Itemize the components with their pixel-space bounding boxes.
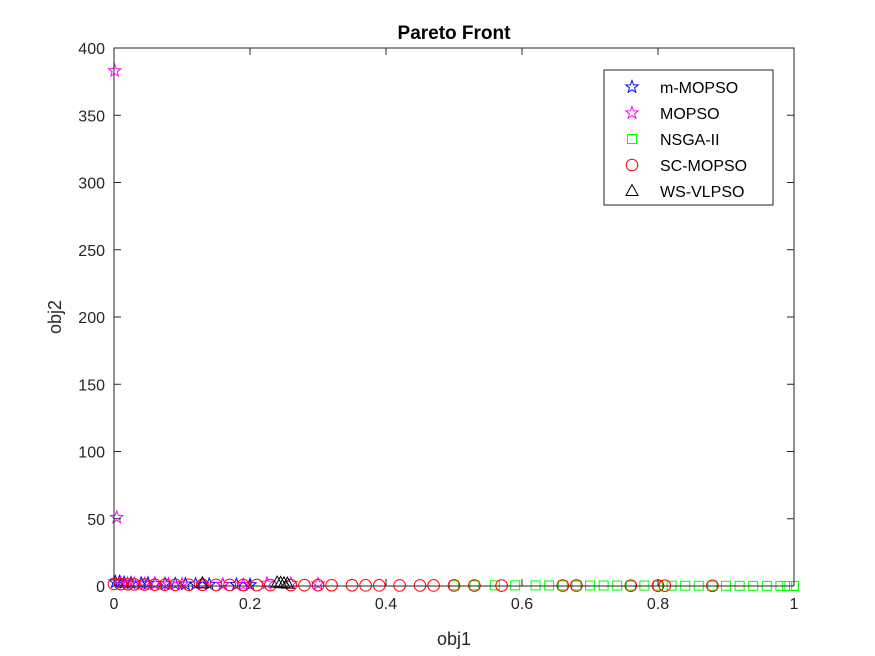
legend-label: WS-VLPSO bbox=[660, 184, 744, 201]
data-point bbox=[168, 578, 182, 592]
y-tick-label: 400 bbox=[78, 41, 105, 58]
x-tick-label: 0.8 bbox=[647, 596, 669, 613]
data-point bbox=[530, 580, 541, 591]
data-point bbox=[235, 576, 251, 592]
x-tick-label: 0.2 bbox=[239, 596, 261, 613]
chart-title: Pareto Front bbox=[398, 23, 512, 44]
legend-entry: MOPSO bbox=[624, 105, 720, 123]
legend-entry: SC-MOPSO bbox=[625, 158, 747, 175]
y-tick-label: 200 bbox=[78, 310, 105, 327]
y-tick-label: 0 bbox=[96, 579, 105, 596]
data-point bbox=[194, 576, 210, 591]
x-tick-label: 0.4 bbox=[375, 596, 397, 613]
data-point bbox=[148, 578, 162, 591]
data-point bbox=[510, 580, 521, 591]
y-tick-label: 100 bbox=[78, 445, 105, 462]
data-point bbox=[223, 578, 236, 592]
legend-marker bbox=[625, 183, 639, 196]
data-point bbox=[250, 578, 264, 592]
data-point bbox=[174, 576, 190, 591]
data-point bbox=[160, 576, 176, 591]
y-tick-label: 150 bbox=[78, 377, 105, 394]
data-point bbox=[571, 580, 582, 591]
legend-label: SC-MOPSO bbox=[660, 158, 747, 175]
data-point bbox=[158, 578, 172, 591]
legend-marker bbox=[624, 105, 640, 120]
legend-label: m-MOPSO bbox=[660, 80, 738, 97]
data-point bbox=[469, 580, 480, 591]
data-point bbox=[236, 578, 250, 592]
data-point bbox=[114, 577, 128, 591]
data-point bbox=[447, 579, 461, 592]
y-axis-label: obj2 bbox=[45, 300, 65, 334]
legend-marker bbox=[627, 134, 637, 144]
series-ws-vlpso bbox=[195, 575, 295, 589]
data-point bbox=[195, 575, 210, 589]
data-point bbox=[413, 579, 427, 592]
legend: m-MOPSO MOPSO NSGA-II SC-MOPSO WS-VLPSO bbox=[603, 69, 774, 206]
legend-marker bbox=[624, 79, 640, 94]
legend-entry: m-MOPSO bbox=[624, 79, 738, 97]
data-point bbox=[359, 579, 372, 592]
legend-entry: WS-VLPSO bbox=[625, 183, 744, 201]
legend-box bbox=[603, 69, 774, 206]
data-point bbox=[196, 578, 209, 592]
data-point bbox=[427, 579, 440, 592]
data-point bbox=[298, 578, 311, 592]
data-point bbox=[489, 580, 500, 591]
legend-label: NSGA-II bbox=[660, 132, 720, 149]
x-tick-label: 1 bbox=[790, 596, 799, 613]
x-axis-label: obj1 bbox=[437, 629, 471, 649]
data-point bbox=[209, 578, 223, 592]
y-axis-ticks: 0 50 100 150 200 250 300 350 400 bbox=[78, 41, 794, 596]
data-point bbox=[557, 580, 568, 591]
y-tick-label: 350 bbox=[78, 108, 105, 125]
data-point bbox=[393, 579, 406, 592]
legend-entry: NSGA-II bbox=[627, 132, 720, 149]
legend-label: MOPSO bbox=[660, 106, 720, 123]
data-point bbox=[280, 576, 295, 589]
y-tick-label: 250 bbox=[78, 243, 105, 260]
data-point bbox=[325, 578, 338, 592]
x-tick-label: 0.6 bbox=[511, 596, 533, 613]
data-point bbox=[345, 578, 359, 592]
data-point bbox=[372, 579, 386, 592]
data-point bbox=[215, 576, 231, 591]
data-point bbox=[449, 580, 459, 591]
data-point bbox=[107, 62, 123, 78]
data-point bbox=[121, 577, 134, 591]
x-tick-label: 0 bbox=[110, 596, 119, 613]
data-point bbox=[138, 578, 151, 591]
data-point bbox=[182, 578, 196, 592]
legend-marker bbox=[625, 158, 639, 172]
data-point bbox=[311, 578, 325, 592]
y-tick-label: 300 bbox=[78, 176, 105, 193]
data-point bbox=[544, 580, 555, 591]
data-point bbox=[128, 578, 141, 591]
x-axis-ticks: 0 0.2 0.4 0.6 0.8 1 bbox=[110, 48, 799, 613]
y-tick-label: 50 bbox=[87, 512, 105, 529]
data-point bbox=[109, 509, 125, 524]
